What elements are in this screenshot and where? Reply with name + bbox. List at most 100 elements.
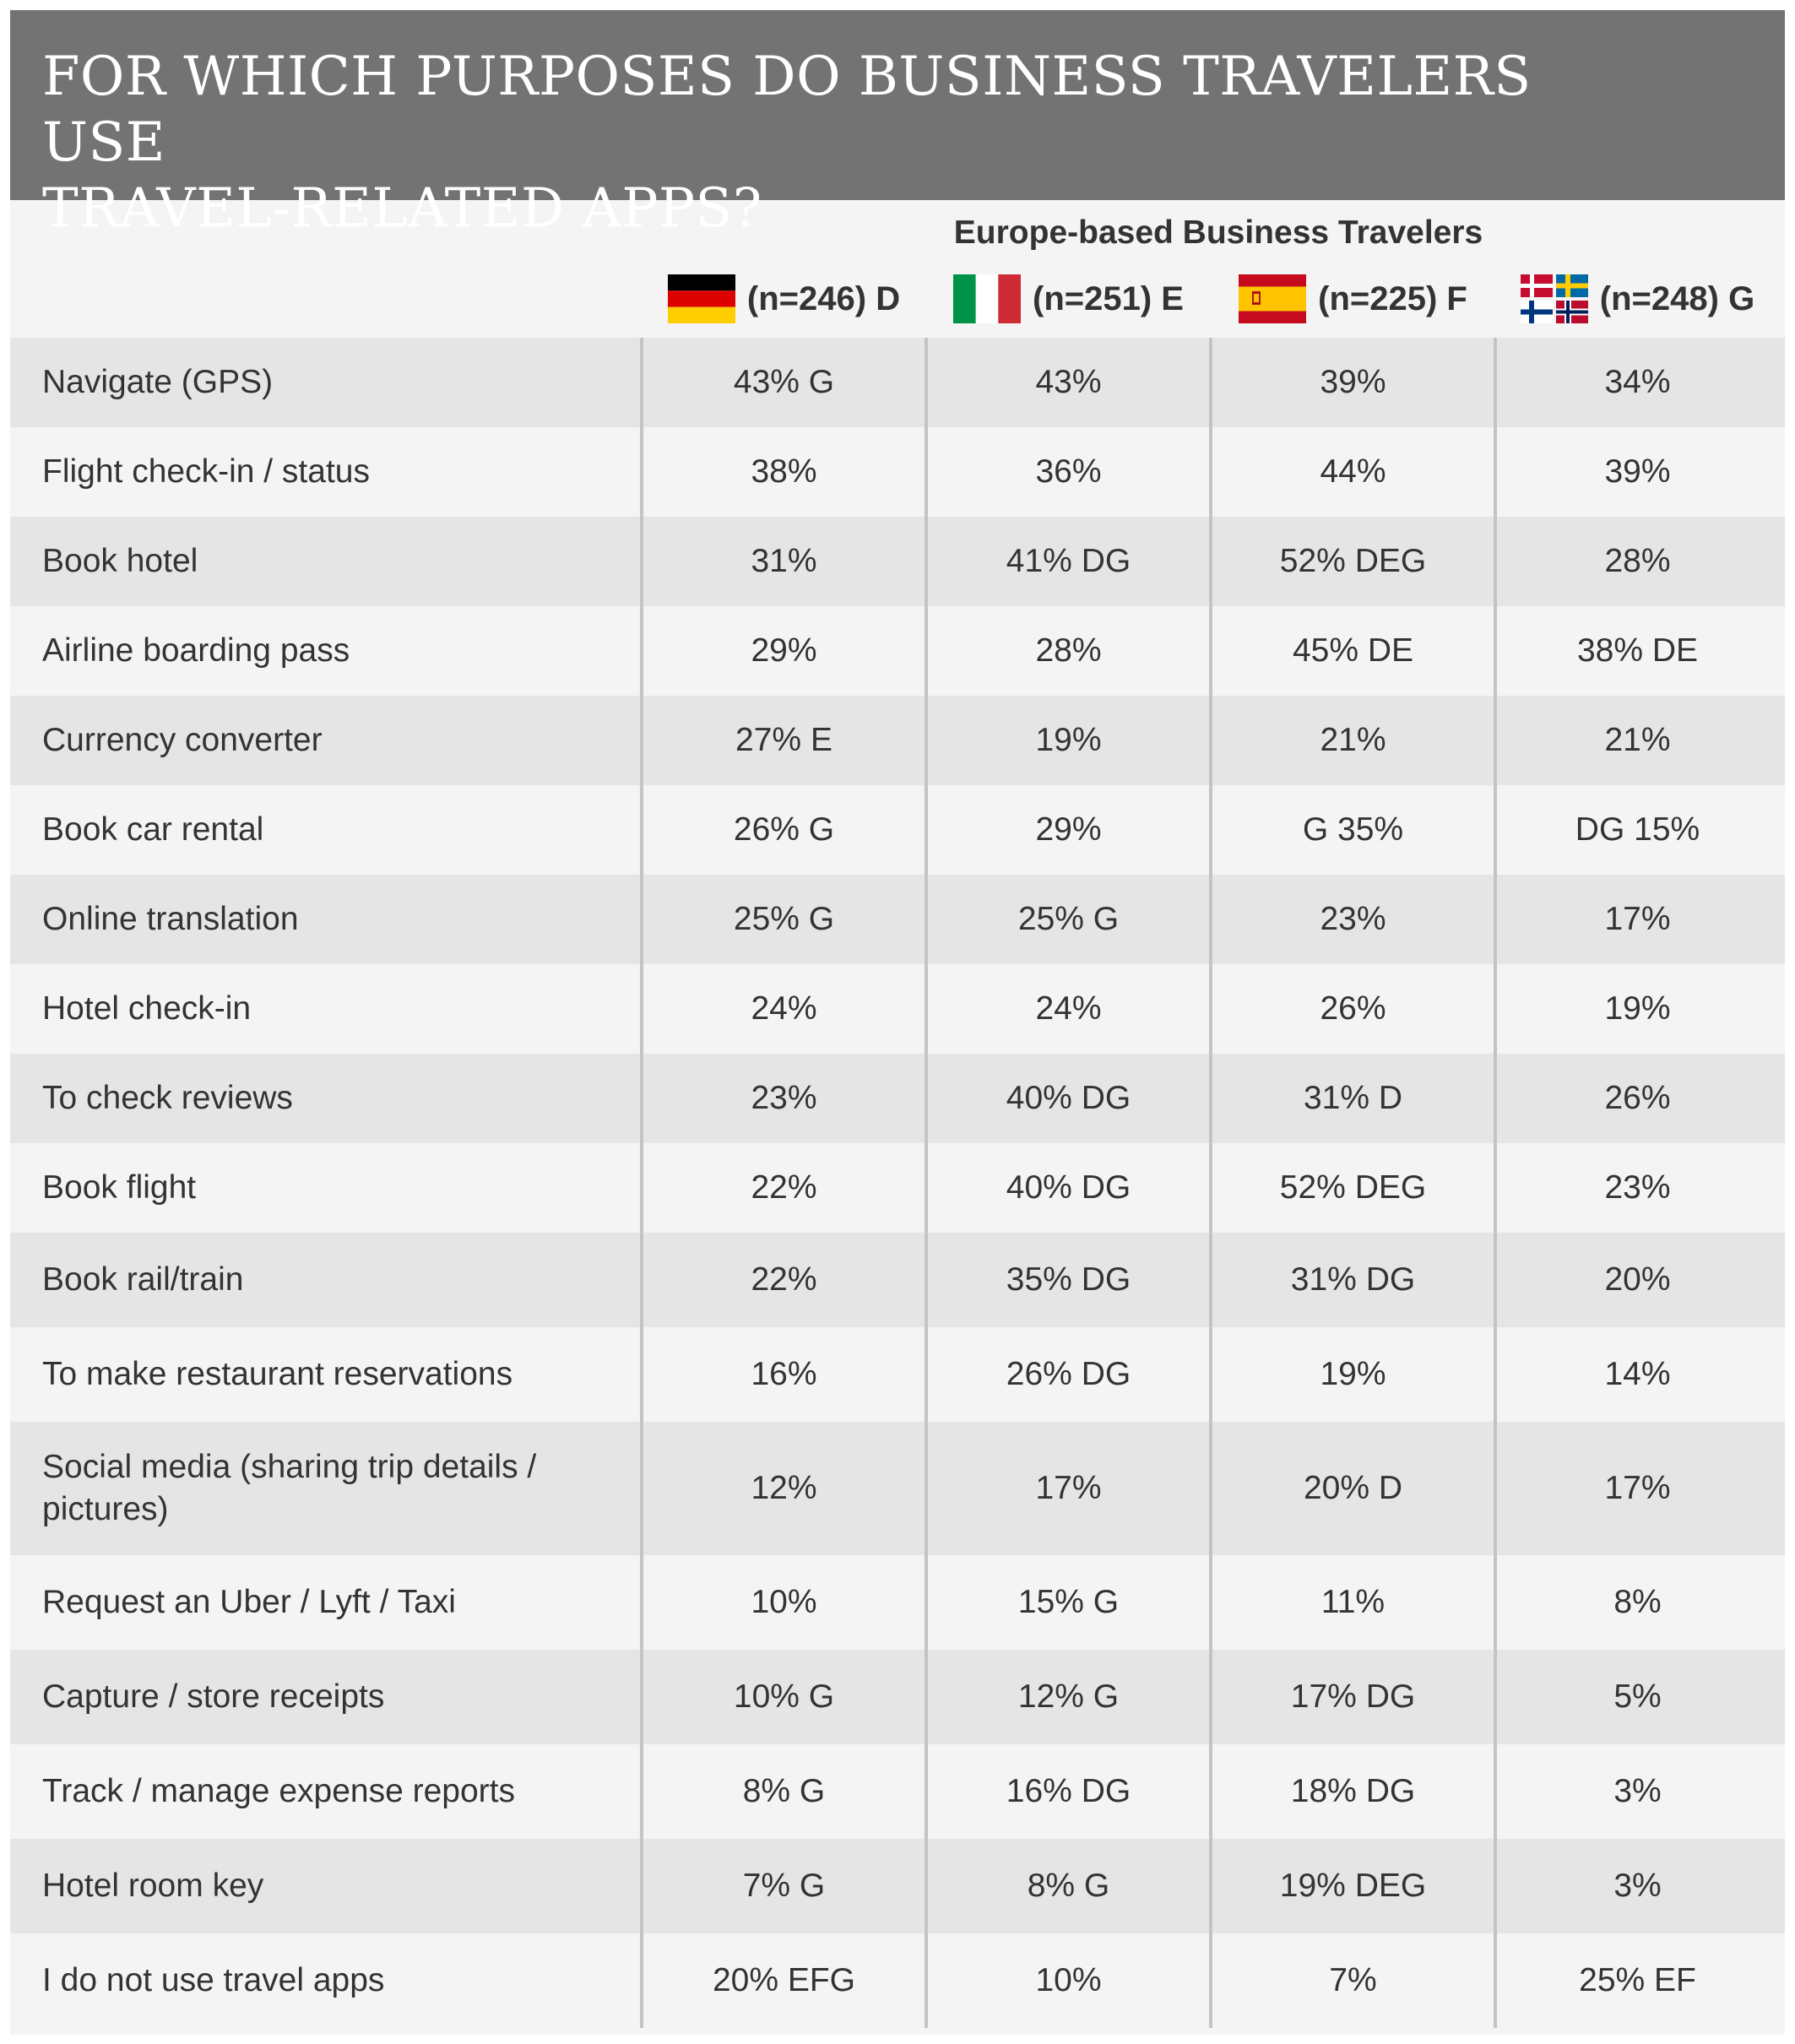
table-cell: 38% DE [1576,632,1699,669]
row-label: Capture / store receipts [42,1678,385,1715]
table-row: Book car rental 26% G 29% G 35% DG 15% [10,785,1785,875]
table-cell: 31% [751,543,817,579]
table-cell: 45% DE [1292,632,1414,669]
column-header-label: (n=248) G [1599,279,1755,317]
table-row: Book hotel 31% 41% DG 52% DEG 28% [10,517,1785,606]
table-cell: 10% [751,1584,817,1620]
table-cell: 16% [751,1356,817,1392]
table-cell: 24% [1035,990,1102,1027]
group-label: Europe-based Business Travelers [953,214,1483,251]
table-row: Currency converter 27% E 19% 21% 21% [10,696,1785,785]
nordic-flags-icon [1520,274,1588,323]
table-row: Book flight 22% 40% DG 52% DEG 23% [10,1143,1785,1233]
row-label: Navigate (GPS) [42,364,274,400]
table-cell: 8% [1613,1584,1662,1620]
column-header: (n=246) D [642,274,926,324]
row-label: Airline boarding pass [42,632,350,669]
table-cell: 7% G [742,1868,826,1904]
table-row: Navigate (GPS) 43% G 43% 39% 34% [10,338,1785,427]
row-label: Flight check-in / status [42,453,370,490]
column-header-label: (n=225) F [1318,279,1467,317]
row-label: Hotel room key [42,1868,264,1904]
table-cell: 12% [751,1470,817,1506]
table-cell: 40% DG [1006,1080,1131,1116]
germany-flag-icon [667,274,735,323]
table-cell: 27% E [735,722,832,758]
table-row: Track / manage expense reports 8% G 16% DG… [10,1744,1785,1839]
row-label: Track / manage expense reports [42,1773,515,1809]
row-label: Request an Uber / Lyft / Taxi [42,1584,456,1620]
row-label: Book flight [42,1169,197,1206]
table-cell: 28% [1035,632,1102,669]
table-cell: 15% G [1017,1584,1120,1620]
table-cell: 3% [1613,1868,1662,1904]
table-row: Book rail/train 22% 35% DG 31% DG 20% [10,1233,1785,1327]
chart-title: FOR WHICH PURPOSES DO BUSINESS TRAVELERS… [42,46,1532,240]
table-row: To check reviews 23% 40% DG 31% D 26% [10,1054,1785,1143]
table-row: I do not use travel apps 20% EFG 10% 7% 25% … [10,1933,1785,2028]
table-cell: 25% EF [1579,1962,1696,1998]
table-row: Social media (sharing trip details / pic… [10,1422,1785,1555]
table-cell: 8% G [742,1773,826,1809]
table-cell: 20% D [1303,1470,1403,1506]
row-label: I do not use travel apps [42,1962,385,1998]
table-cell: 20% [1604,1261,1671,1298]
table-cell: 38% [751,453,817,490]
column-divider [1209,338,1212,2028]
table-cell: 8% G [1027,1868,1110,1904]
table-row: Hotel check-in 24% 24% 26% 19% [10,964,1785,1054]
table-cell: 17% [1604,1470,1671,1506]
table-row: Online translation 25% G 25% G 23% 17% [10,875,1785,964]
row-label: Book car rental [42,811,264,848]
row-label: Social media (sharing trip details / pic… [42,1449,537,1527]
row-label: Book rail/train [42,1261,244,1298]
table-cell: 31% DG [1290,1261,1416,1298]
table-cell: 39% [1604,453,1671,490]
table-row: Request an Uber / Lyft / Taxi 10% 15% G 11%… [10,1555,1785,1650]
table-cell: 19% DEG [1279,1868,1427,1904]
table-cell: 16% DG [1006,1773,1131,1809]
table-cell: 19% [1320,1356,1386,1392]
column-header-label: (n=251) E [1033,279,1184,317]
table-cell: 19% [1604,990,1671,1027]
column-divider [640,338,643,2028]
column-header: (n=225) F [1211,274,1495,324]
table-cell: 24% [751,990,817,1027]
table-cell: 23% [1604,1169,1671,1206]
table-cell: 26% DG [1006,1356,1131,1392]
column-divider [925,338,928,2028]
table-cell: 5% [1613,1678,1662,1715]
table-cell: 7% [1329,1962,1377,1998]
table-cell: 23% [751,1080,817,1116]
table-cell: 25% G [1017,901,1120,937]
table-cell: 43% G [733,364,835,400]
table-cell: 36% [1035,453,1102,490]
table-cell: 39% [1320,364,1386,400]
table-cell: 41% DG [1006,543,1131,579]
table-cell: 12% G [1017,1678,1120,1715]
table-cell: 17% DG [1290,1678,1416,1715]
table-cell: 34% [1604,364,1671,400]
column-header: (n=248) G [1495,274,1780,324]
spain-flag-icon [1239,274,1307,323]
row-label: Hotel check-in [42,990,252,1027]
row-label: To make restaurant reservations [42,1356,513,1392]
table-cell: 26% G [733,811,835,848]
table-cell: 26% [1320,990,1386,1027]
table-row: Airline boarding pass 29% 28% 45% DE 38% DE [10,606,1785,696]
table-cell: 29% [751,632,817,669]
table-cell: 44% [1320,453,1386,490]
title-bar: FOR WHICH PURPOSES DO BUSINESS TRAVELERS… [10,10,1785,240]
table-cell: 28% [1604,543,1671,579]
table-cell: 35% DG [1006,1261,1131,1298]
table-cell: 3% [1613,1773,1662,1809]
row-label: To check reviews [42,1080,293,1116]
row-label: Online translation [42,901,299,937]
table-cell: G 35% [1302,811,1404,848]
table-cell: 29% [1035,811,1102,848]
row-label: Currency converter [42,722,323,758]
table-cell: 21% [1320,722,1386,758]
table-cell: 18% DG [1290,1773,1416,1809]
table-cell: 17% [1035,1470,1102,1506]
row-label: Book hotel [42,543,198,579]
